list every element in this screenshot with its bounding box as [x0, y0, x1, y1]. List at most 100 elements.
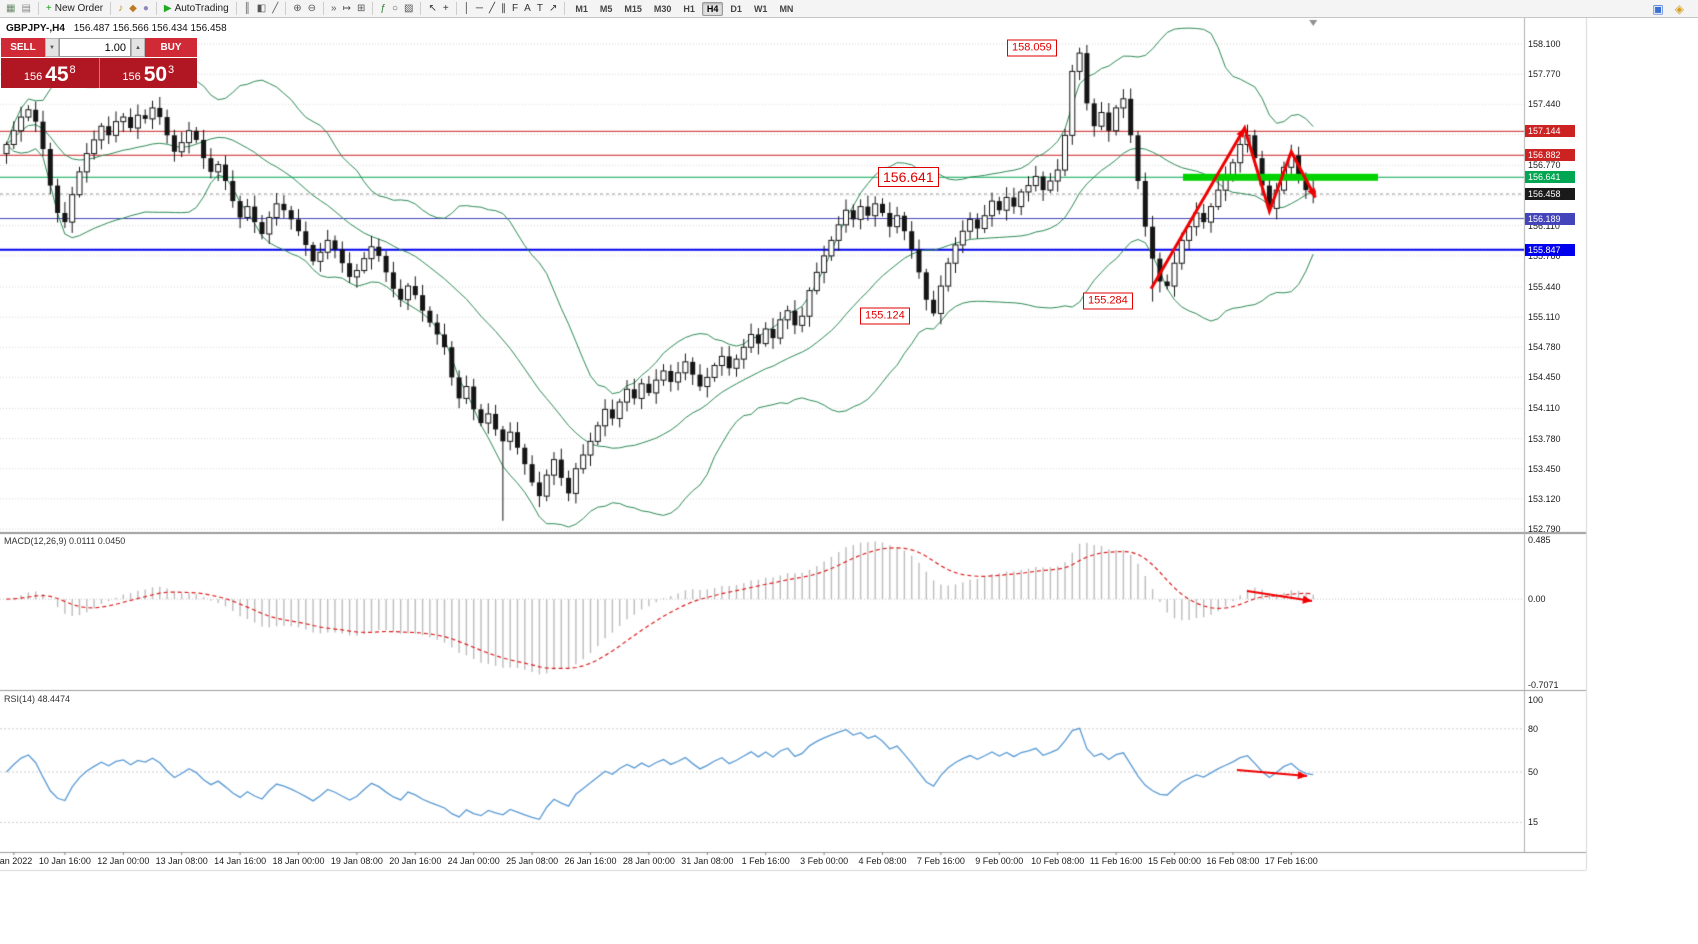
annotation-box[interactable]: 155.284	[1083, 292, 1133, 310]
fibonacci-icon[interactable]: F	[509, 1, 521, 16]
one-click-prices-row: 156 45 8 156 50 3	[1, 58, 197, 88]
auto-scroll-icon: »	[331, 2, 337, 14]
timeframe-h1[interactable]: H1	[683, 3, 695, 14]
time-axis-label: 28 Jan 00:00	[622, 856, 675, 866]
annotation-box[interactable]: 156.641	[878, 167, 939, 188]
auto-scroll-icon[interactable]: »	[328, 1, 340, 16]
autotrading-button-label: AutoTrading	[174, 3, 229, 14]
alerts-icon[interactable]: ♪	[115, 1, 126, 16]
macd-scale-label: -0.7071	[1528, 680, 1559, 690]
time-axis-label: 7 Feb 16:00	[916, 856, 965, 866]
fibonacci-icon: F	[512, 2, 519, 14]
timeframe-m30[interactable]: M30	[653, 3, 672, 14]
crosshair-icon[interactable]: +	[440, 1, 452, 16]
timeframe-h4[interactable]: H4	[701, 1, 724, 16]
time-axis-label: 10 Jan 16:00	[38, 856, 91, 866]
vertical-line-icon: │	[463, 2, 470, 14]
line-chart-icon: ╱	[272, 2, 279, 14]
periods-icon[interactable]: ○	[389, 1, 401, 16]
rsi-scale-label: 80	[1528, 723, 1539, 734]
bar-chart-icon[interactable]: ║	[241, 1, 254, 16]
chart-shift-icon[interactable]: ↦	[340, 1, 354, 16]
timeframe-w1[interactable]: W1	[753, 3, 768, 14]
toolbar-separator	[110, 2, 112, 15]
templates-icon[interactable]: ▨	[401, 1, 416, 16]
tile-windows-icon[interactable]: ⊞	[354, 1, 368, 16]
timeframe-m5[interactable]: M5	[599, 3, 613, 14]
price-axis-label: 156.770	[1528, 160, 1561, 171]
volume-up-button[interactable]: ▲	[131, 38, 145, 57]
tile-windows-icon: ⊞	[356, 2, 366, 14]
timeframe-m15[interactable]: M15	[624, 3, 642, 14]
text-icon: A	[524, 2, 531, 14]
new-order-button[interactable]: + New Order	[43, 1, 106, 16]
time-axis-label: 14 Jan 16:00	[214, 856, 267, 866]
annotation-box[interactable]: 158.059	[1007, 39, 1057, 57]
price-axis-label: 153.780	[1528, 433, 1561, 444]
price-axis-marker-dark: 156.458	[1525, 187, 1575, 200]
line-chart-icon[interactable]: ╱	[269, 1, 281, 16]
periods-icon: ○	[391, 2, 398, 14]
channel-icon[interactable]: ∥	[498, 1, 509, 16]
toolbar-separator	[420, 2, 422, 15]
timeframe-m1[interactable]: M1	[575, 3, 588, 14]
volume-input[interactable]	[59, 38, 131, 57]
vertical-line-icon[interactable]: │	[461, 1, 473, 16]
annotation-box[interactable]: 155.124	[860, 307, 910, 325]
search-icon[interactable]: ●	[140, 1, 152, 16]
price-axis-marker-brightblue: 155.847	[1525, 243, 1575, 256]
metaquotes-icon: ◈	[1674, 1, 1684, 16]
community-icon[interactable]: ◆	[126, 1, 140, 16]
rsi-scale-label: 100	[1528, 695, 1544, 705]
metaquotes-icon[interactable]: ◈	[1672, 1, 1687, 16]
alerts-icon: ♪	[118, 2, 124, 14]
community-icon: ◆	[129, 2, 137, 14]
toolbar-right-group: ▣ ◈	[1649, 1, 1687, 16]
sell-price-display[interactable]: 156 45 8	[1, 58, 100, 88]
toolbar-separator	[564, 2, 566, 15]
price-axis-label: 154.450	[1528, 372, 1561, 383]
indicators-icon[interactable]: ƒ	[377, 1, 389, 16]
zoom-out-icon[interactable]: ⊖	[305, 1, 319, 16]
trendline-icon[interactable]: ╱	[486, 1, 498, 16]
new-chart-icon[interactable]: ▦	[3, 1, 18, 16]
price-axis-label: 156.110	[1528, 220, 1560, 231]
toolbar-separator	[323, 2, 325, 15]
buy-button[interactable]: BUY	[145, 38, 197, 57]
arrows-icon[interactable]: ↗	[546, 1, 560, 16]
zoom-in-icon[interactable]: ⊕	[290, 1, 304, 16]
search-icon: ●	[142, 2, 149, 14]
horizontal-line-icon[interactable]: ─	[473, 1, 486, 16]
mql5-icon: ▣	[1652, 1, 1664, 16]
text-icon[interactable]: A	[521, 1, 534, 16]
label-icon[interactable]: T	[534, 1, 546, 16]
timeframe-mn[interactable]: MN	[779, 3, 794, 14]
chevron-up-icon: ▲	[135, 44, 141, 51]
autotrading-button[interactable]: ▶ AutoTrading	[161, 1, 232, 16]
time-axis-label: 17 Feb 16:00	[1264, 856, 1318, 866]
timeframe-d1[interactable]: D1	[730, 3, 742, 14]
one-click-controls-row: SELL ▼ ▲ BUY	[1, 38, 197, 57]
time-axis-label: 18 Jan 00:00	[272, 856, 325, 866]
arrows-icon: ↗	[548, 2, 558, 14]
price-axis-marker-red: 157.144	[1525, 125, 1575, 138]
toolbar: ▦ ▤ + New Order ♪ ◆ ● ▶ AutoTrading ║ ◧ ╱ ⊕ ⊖» ↦ ⊞ ƒ ○ ▨ ↖ +…	[0, 0, 1698, 18]
time-axis-label: 15 Feb 00:00	[1147, 856, 1202, 866]
chart-profiles-icon[interactable]: ▤	[18, 1, 33, 16]
price-axis-label: 155.110	[1528, 312, 1560, 323]
time-axis-label: 16 Feb 08:00	[1206, 856, 1260, 866]
volume-down-button[interactable]: ▼	[45, 38, 59, 57]
price-axis-label: 153.450	[1528, 463, 1561, 474]
new-chart-icon: ▦	[6, 2, 16, 14]
sell-button[interactable]: SELL	[1, 38, 45, 57]
sell-price-point: 8	[69, 64, 76, 76]
chevron-down-icon: ▼	[49, 44, 55, 51]
cursor-icon[interactable]: ↖	[425, 1, 439, 16]
mql5-icon[interactable]: ▣	[1649, 1, 1666, 16]
candlestick-chart-icon[interactable]: ◧	[254, 1, 269, 16]
buy-price-display[interactable]: 156 50 3	[100, 58, 198, 88]
buy-price-point: 3	[168, 64, 175, 76]
toolbar-separator	[285, 2, 287, 15]
